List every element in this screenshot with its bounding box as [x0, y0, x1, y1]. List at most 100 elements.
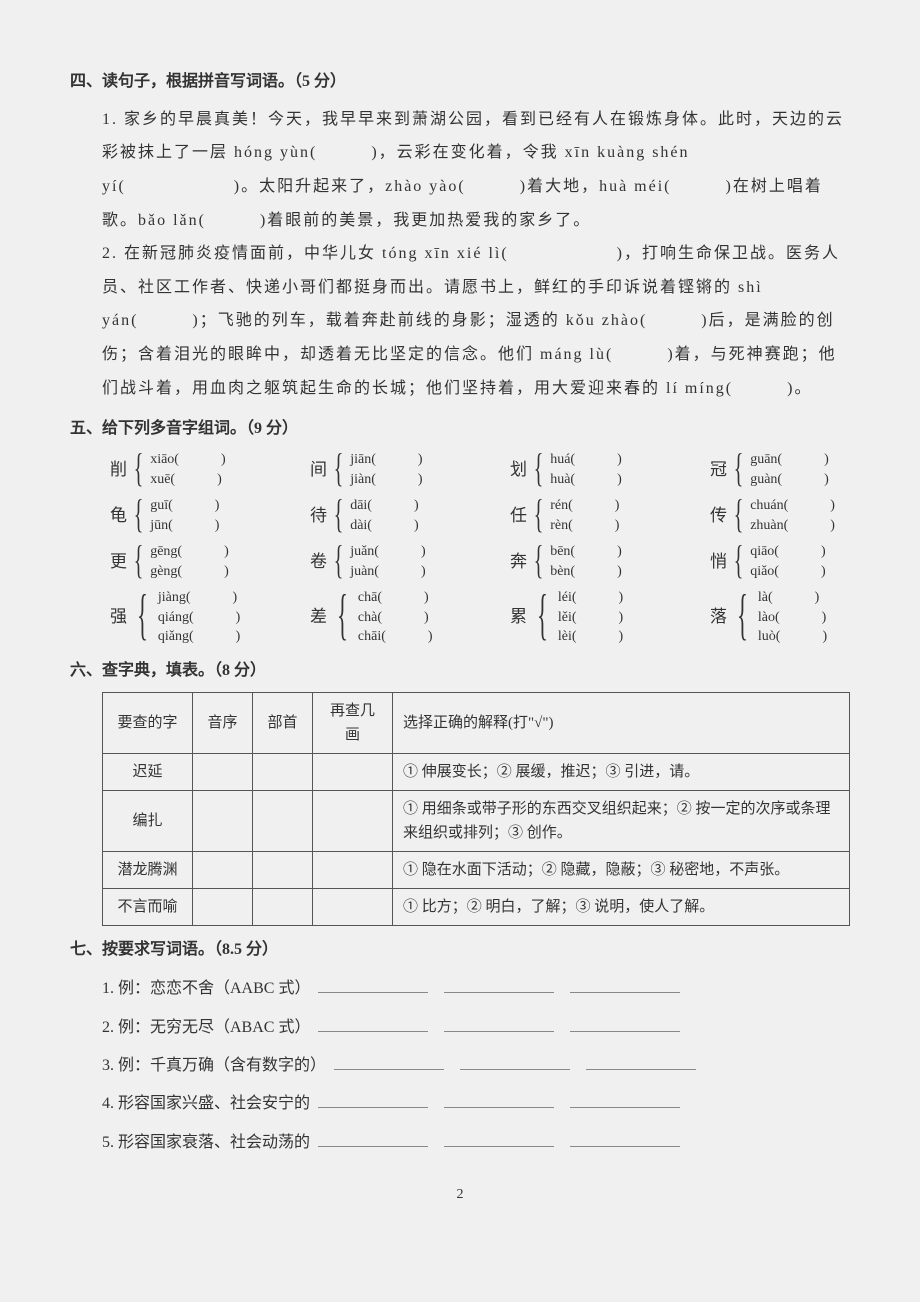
blank-field[interactable]: [444, 1013, 554, 1032]
cell-meaning: ① 比方；② 明白，了解；③ 说明，使人了解。: [393, 888, 850, 925]
cell-zaicha: [313, 790, 393, 851]
blank-field[interactable]: [444, 974, 554, 993]
blank-field[interactable]: [318, 1089, 428, 1108]
reading-item: bèn( ): [550, 562, 622, 582]
reading-item: gēng( ): [150, 542, 229, 562]
fill-line-label: 2. 例：无穷无尽（ABAC 式）: [102, 1019, 310, 1036]
brace-icon: {: [534, 494, 544, 534]
reading-item: lěi( ): [558, 608, 623, 628]
reading-item: lèi( ): [558, 627, 623, 647]
pinyin-row: 强{jiàng( )qiáng( )qiǎng( )差{chā( )chà( )…: [110, 588, 850, 647]
char-group: 更{gēng( )gèng( ): [110, 542, 290, 582]
char-group: 龟{guī( )jūn( ): [110, 496, 290, 536]
page-number: 2: [70, 1182, 850, 1207]
th-jieshi: 选择正确的解释(打"√"): [393, 692, 850, 753]
reading-item: qiāo( ): [750, 542, 825, 562]
cell-meaning: ① 用细条或带子形的东西交叉组织起来；② 按一定的次序或条理来组织或排列；③ 创…: [393, 790, 850, 851]
readings-list: dāi( )dài( ): [350, 496, 418, 535]
cell-zaicha: [313, 888, 393, 925]
pinyin-row: 龟{guī( )jūn( )待{dāi( )dài( )任{rén( )rèn(…: [110, 496, 850, 536]
blank-field[interactable]: [570, 974, 680, 993]
blank-field[interactable]: [444, 1089, 554, 1108]
reading-item: jiān( ): [350, 450, 422, 470]
section-5-title: 五、给下列多音字组词。（9 分）: [70, 415, 850, 444]
reading-item: gèng( ): [150, 562, 229, 582]
hanzi: 落: [710, 602, 727, 633]
brace-icon: {: [134, 448, 144, 488]
cell-zaicha: [313, 851, 393, 888]
hanzi: 待: [310, 501, 327, 532]
reading-item: jūn( ): [150, 516, 219, 536]
reading-item: juàn( ): [350, 562, 425, 582]
cell-word: 编扎: [103, 790, 193, 851]
brace-icon: {: [134, 540, 144, 580]
fill-line: 4. 形容国家兴盛、社会安宁的: [70, 1085, 850, 1123]
fill-line: 1. 例：恋恋不舍（AABC 式）: [70, 970, 850, 1008]
reading-item: jiàn( ): [350, 470, 422, 490]
brace-icon: {: [737, 587, 748, 643]
table-header-row: 要查的字 音序 部首 再查几画 选择正确的解释(打"√"): [103, 692, 850, 753]
blank-field[interactable]: [570, 1089, 680, 1108]
blank-field[interactable]: [570, 1013, 680, 1032]
th-yinxu: 音序: [193, 692, 253, 753]
reading-item: xuē( ): [150, 470, 225, 490]
char-group: 待{dāi( )dài( ): [310, 496, 490, 536]
readings-list: chā( )chà( )chāi( ): [358, 588, 433, 647]
fill-line-label: 4. 形容国家兴盛、社会安宁的: [102, 1095, 310, 1112]
reading-item: lào( ): [758, 608, 827, 628]
th-bushou: 部首: [253, 692, 313, 753]
cell-yinxu: [193, 753, 253, 790]
blank-field[interactable]: [460, 1051, 570, 1070]
hanzi: 龟: [110, 501, 127, 532]
blank-field[interactable]: [318, 1128, 428, 1147]
blank-field[interactable]: [334, 1051, 444, 1070]
readings-list: juǎn( )juàn( ): [350, 542, 425, 581]
readings-list: jiān( )jiàn( ): [350, 450, 422, 489]
readings-list: là( )lào( )luò( ): [758, 588, 827, 647]
reading-item: guān( ): [750, 450, 829, 470]
reading-item: dāi( ): [350, 496, 418, 516]
blank-field[interactable]: [586, 1051, 696, 1070]
reading-item: luò( ): [758, 627, 827, 647]
brace-icon: {: [534, 540, 544, 580]
fill-line-label: 5. 形容国家衰落、社会动荡的: [102, 1134, 310, 1151]
reading-item: qiǎng( ): [158, 627, 240, 647]
blank-field[interactable]: [444, 1128, 554, 1147]
th-word: 要查的字: [103, 692, 193, 753]
pinyin-row: 更{gēng( )gèng( )卷{juǎn( )juàn( )奔{bēn( )…: [110, 542, 850, 582]
fill-line: 2. 例：无穷无尽（ABAC 式）: [70, 1009, 850, 1047]
hanzi: 强: [110, 602, 127, 633]
fill-line-label: 3. 例：千真万确（含有数字的）: [102, 1057, 326, 1074]
cell-yinxu: [193, 851, 253, 888]
section-4-title: 四、读句子，根据拼音写词语。（5 分）: [70, 68, 850, 97]
blank-field[interactable]: [318, 1013, 428, 1032]
reading-item: guī( ): [150, 496, 219, 516]
reading-item: huà( ): [550, 470, 622, 490]
char-group: 间{jiān( )jiàn( ): [310, 450, 490, 490]
hanzi: 差: [310, 602, 327, 633]
reading-item: qiǎo( ): [750, 562, 825, 582]
section-7-content: 1. 例：恋恋不舍（AABC 式） 2. 例：无穷无尽（ABAC 式） 3. 例：千…: [70, 970, 850, 1162]
reading-item: huá( ): [550, 450, 622, 470]
blank-field[interactable]: [318, 974, 428, 993]
readings-list: chuán( )zhuàn( ): [750, 496, 835, 535]
section-6-title: 六、查字典，填表。（8 分）: [70, 657, 850, 686]
table-row: 潜龙腾渊① 隐在水面下活动；② 隐藏，隐蔽；③ 秘密地，不声张。: [103, 851, 850, 888]
readings-list: rén( )rèn( ): [550, 496, 619, 535]
blank-field[interactable]: [570, 1128, 680, 1147]
cell-word: 迟延: [103, 753, 193, 790]
cell-zaicha: [313, 753, 393, 790]
hanzi: 悄: [710, 547, 727, 578]
fill-line-label: 1. 例：恋恋不舍（AABC 式）: [102, 980, 310, 997]
hanzi: 任: [510, 501, 527, 532]
hanzi: 间: [310, 455, 327, 486]
cell-meaning: ① 隐在水面下活动；② 隐藏，隐蔽；③ 秘密地，不声张。: [393, 851, 850, 888]
section-7-title: 七、按要求写词语。（8.5 分）: [70, 936, 850, 965]
readings-list: léi( )lěi( )lèi( ): [558, 588, 623, 647]
cell-yinxu: [193, 790, 253, 851]
hanzi: 传: [710, 501, 727, 532]
polyphone-grid: 削{xiāo( )xuē( )间{jiān( )jiàn( )划{huá( )h…: [70, 450, 850, 647]
reading-item: zhuàn( ): [750, 516, 835, 536]
char-group: 任{rén( )rèn( ): [510, 496, 690, 536]
readings-list: guān( )guàn( ): [750, 450, 829, 489]
